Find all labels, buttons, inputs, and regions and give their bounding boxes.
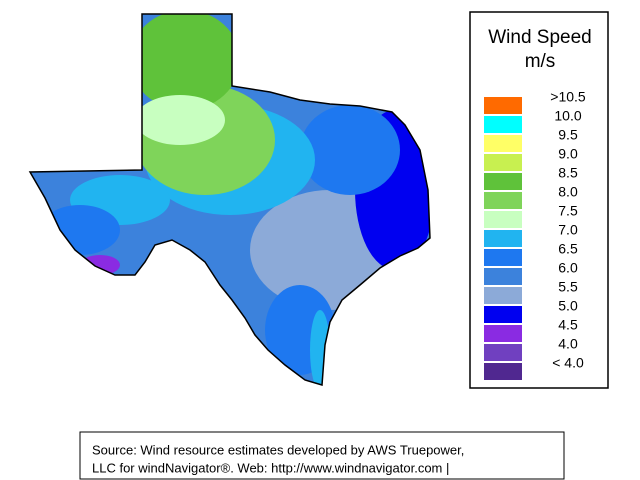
legend-label: 4.5 <box>558 317 578 333</box>
legend-swatch <box>484 268 522 285</box>
legend-label: 8.0 <box>558 184 578 200</box>
legend-swatch <box>484 325 522 342</box>
legend-label: 5.5 <box>558 279 578 295</box>
legend-label: 10.0 <box>554 108 581 124</box>
legend-swatch <box>484 154 522 171</box>
texas-map <box>30 14 430 385</box>
legend-label: 9.0 <box>558 146 578 162</box>
legend-title: Wind Speed <box>488 27 592 48</box>
legend-label: 9.5 <box>558 127 578 143</box>
legend-swatch <box>484 287 522 304</box>
legend-swatch <box>484 173 522 190</box>
legend-label: >10.5 <box>550 89 586 105</box>
legend-swatch <box>484 192 522 209</box>
legend-label: 8.5 <box>558 165 578 181</box>
legend-label: < 4.0 <box>552 355 584 371</box>
legend-items: >10.5 10.0 9.5 9.0 8.5 8.0 7.5 7.0 6.5 6.0 5.5 5.0 4… <box>484 89 586 380</box>
source-line: Source: Wind resource estimates develope… <box>92 442 464 457</box>
legend-swatch <box>484 116 522 133</box>
texas-outline <box>28 13 431 386</box>
source-box <box>79 431 565 480</box>
legend-label: 6.0 <box>558 260 578 276</box>
legend-swatch <box>484 249 522 266</box>
legend-swatch <box>484 344 522 361</box>
legend-label: 7.0 <box>558 222 578 238</box>
legend-swatch <box>484 306 522 323</box>
legend-swatch <box>484 230 522 247</box>
legend-swatch <box>484 211 522 228</box>
legend-label: 4.0 <box>558 336 578 352</box>
legend-swatch <box>484 363 522 380</box>
source-line: LLC for windNavigator®. Web: http://www.… <box>92 460 449 475</box>
legend-label: 5.0 <box>558 298 578 314</box>
legend-unit: m/s <box>525 51 556 72</box>
legend-label: 6.5 <box>558 241 578 257</box>
legend-swatch <box>484 97 522 114</box>
legend-label: 7.5 <box>558 203 578 219</box>
legend-swatch <box>484 135 522 152</box>
